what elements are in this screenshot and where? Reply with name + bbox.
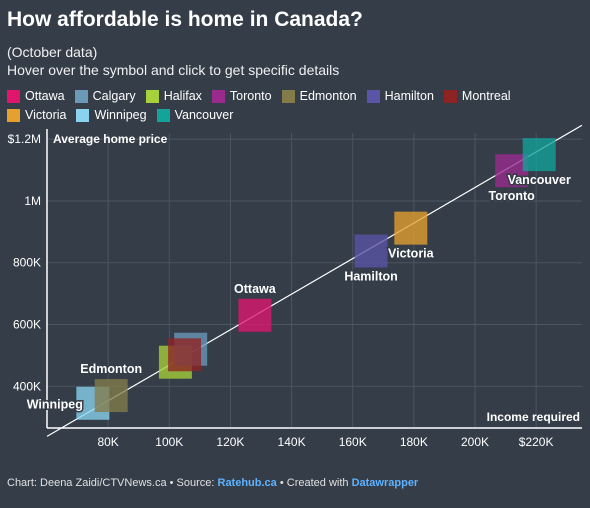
credit-text: Chart: Deena Zaidi/CTVNews.ca • Source: <box>7 477 218 489</box>
legend-swatch <box>156 108 170 122</box>
y-tick-label: 800K <box>13 256 41 270</box>
data-point-ottawa[interactable] <box>238 298 272 332</box>
x-tick-label: $220K <box>519 435 554 449</box>
created-with-text: • Created with <box>276 477 352 489</box>
x-tick-label: 80K <box>97 435 118 449</box>
legend-item[interactable]: Victoria <box>7 107 66 123</box>
y-tick-label: $1.2M <box>8 132 41 146</box>
x-tick-label: 120K <box>216 435 244 449</box>
trend-line <box>46 124 583 437</box>
chart-title: How affordable is home in Canada? <box>7 8 363 31</box>
chart-footer: Chart: Deena Zaidi/CTVNews.ca • Source: … <box>7 477 418 489</box>
data-point-vancouver[interactable] <box>522 138 556 172</box>
legend-item[interactable]: Montreal <box>443 88 511 104</box>
legend-label: Toronto <box>229 89 272 103</box>
data-point-edmonton[interactable] <box>94 379 128 413</box>
legend-item[interactable]: Toronto <box>211 88 272 104</box>
x-tick-label: 140K <box>278 435 306 449</box>
legend-swatch <box>211 89 225 103</box>
legend-label: Halifax <box>163 89 202 103</box>
legend-swatch <box>76 108 90 122</box>
point-label: Toronto <box>489 189 536 203</box>
legend-label: Hamilton <box>384 89 434 103</box>
y-tick-label: 1M <box>24 194 41 208</box>
source-link[interactable]: Ratehub.ca <box>217 477 277 489</box>
data-point-hamilton[interactable] <box>354 234 388 268</box>
legend-item[interactable]: Halifax <box>145 88 202 104</box>
y-tick-label: 400K <box>13 379 41 393</box>
point-label: Hamilton <box>344 270 397 284</box>
x-tick-label: 100K <box>155 435 183 449</box>
legend-item[interactable]: Vancouver <box>156 107 234 123</box>
legend-item[interactable]: Ottawa <box>7 88 65 104</box>
point-label: Vancouver <box>508 173 571 187</box>
y-tick-label: 600K <box>13 318 41 332</box>
legend: Ottawa Calgary Halifax Toronto Edmonton Hamil… <box>7 88 582 126</box>
x-tick-label: 200K <box>461 435 489 449</box>
point-label: Ottawa <box>234 282 277 296</box>
point-label: Edmonton <box>80 362 142 376</box>
legend-item[interactable]: Calgary <box>74 88 136 104</box>
legend-swatch <box>74 89 88 103</box>
chart-subtitle: (October data) <box>7 44 98 60</box>
legend-swatch <box>366 89 380 103</box>
legend-label: Winnipeg <box>94 108 147 122</box>
x-axis-title: Income required <box>487 410 580 424</box>
legend-label: Ottawa <box>25 89 65 103</box>
y-axis-title: Average home price <box>53 132 168 146</box>
legend-label: Calgary <box>92 89 136 103</box>
chart-instructions: Hover over the symbol and click to get s… <box>7 62 340 78</box>
legend-swatch <box>281 89 295 103</box>
data-point-montreal[interactable] <box>168 338 202 372</box>
legend-swatch <box>7 89 20 103</box>
legend-item[interactable]: Winnipeg <box>76 107 147 123</box>
point-label: Winnipeg <box>27 397 83 411</box>
legend-label: Vancouver <box>174 108 234 122</box>
legend-swatch <box>7 108 20 122</box>
legend-swatch <box>145 89 159 103</box>
legend-item[interactable]: Edmonton <box>281 88 357 104</box>
x-tick-label: 180K <box>400 435 428 449</box>
x-tick-label: 160K <box>339 435 367 449</box>
legend-swatch <box>443 89 457 103</box>
legend-label: Edmonton <box>299 89 357 103</box>
legend-label: Montreal <box>461 89 511 103</box>
datawrapper-link[interactable]: Datawrapper <box>351 477 419 489</box>
legend-item[interactable]: Hamilton <box>366 88 434 104</box>
data-point-victoria[interactable] <box>394 211 428 245</box>
data-point-toronto[interactable] <box>495 154 529 188</box>
point-label: Victoria <box>388 247 435 261</box>
legend-label: Victoria <box>25 108 67 122</box>
